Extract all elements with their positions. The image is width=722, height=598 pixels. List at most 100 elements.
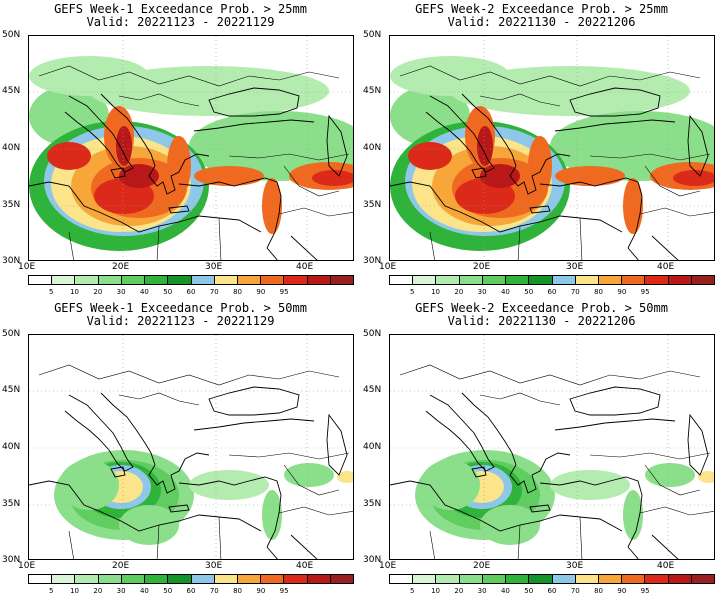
coastline [290,235,318,260]
graticule [390,335,714,559]
colorbar-segment [506,575,530,583]
country-borders [38,65,353,260]
colorbar-tick-label: 10 [70,587,80,595]
colorbar-tick-label: 30 [477,288,487,296]
colorbar-segment [668,575,692,583]
colorbar-segment [459,276,483,284]
latitude-label: 30N [363,256,382,266]
colorbar-segment [598,575,623,583]
longitude-label: 20E [112,262,130,272]
colorbar-tick-label: 40 [139,587,149,595]
colorbar-tick-label: 40 [139,288,149,296]
map-canvas [29,36,353,260]
colorbar-tick-label: 90 [256,587,266,595]
latitude-label: 50N [2,30,21,40]
colorbar-tick-label: 70 [570,587,580,595]
probability-contour [623,490,643,540]
latitude-label: 30N [2,555,21,565]
probability-contour [477,126,493,166]
probability-map [28,334,354,560]
country-border [118,93,200,107]
probability-contour [312,170,353,186]
colorbar-segment [261,276,285,284]
colorbar-tick-label: 40 [500,288,510,296]
colorbar-segment [145,276,169,284]
country-border [644,464,701,496]
latitude-label: 35N [2,499,21,509]
probability-contour [550,470,630,500]
probability-contour [528,136,552,196]
coastline [326,413,348,476]
colorbar-tick-label: 95 [279,288,289,296]
probability-contour [623,178,643,234]
country-border [283,165,340,197]
probability-map [28,35,354,261]
probability-contour [337,471,353,483]
colorbar-tick-label: 60 [547,587,557,595]
country-border [589,153,711,161]
colorbar-tick-label: 40 [500,587,510,595]
latitude-label: 40N [363,143,382,153]
country-border [644,165,701,197]
coastline [539,476,643,548]
coastline [290,534,318,559]
longitude-label: 30E [566,561,584,571]
colorbar-segment [529,276,553,284]
colorbar-tick-label: 95 [640,587,650,595]
longitude-label: 30E [205,262,223,272]
probability-contour [116,126,132,166]
graticule [390,36,714,260]
colorbar-segment [575,575,599,583]
colorbar-segment [390,276,414,284]
latitude-label: 35N [363,200,382,210]
country-border [218,516,222,559]
longitude-label: 20E [473,561,491,571]
colorbar-segment [330,276,354,284]
latitude-label: 35N [363,499,382,509]
country-border [228,153,350,161]
coastline [627,247,639,260]
colorbar-segment [191,575,215,583]
panel-title: GEFS Week-1 Exceedance Prob. > 50mm [54,301,307,315]
colorbar-segment [75,575,99,583]
probability-contour [673,170,714,186]
coastline [64,394,134,472]
coastline [569,87,661,117]
colorbar-segment [552,276,576,284]
colorbar-segment [52,575,76,583]
coastline [627,546,639,559]
colorbar-segment [307,575,331,583]
latitude-label: 30N [2,256,21,266]
latitude-label: 40N [363,442,382,452]
coastline [425,95,495,173]
coastline [266,546,278,559]
forecast-panel: GEFS Week-2 Exceedance Prob. > 50mm Vali… [361,299,722,598]
colorbar-tick-label: 70 [570,288,580,296]
colorbar-segment [168,276,192,284]
colorbar-segment [98,276,122,284]
colorbar-segment [29,575,53,583]
latitude-label: 50N [2,329,21,339]
colorbar-tick-label: 50 [163,288,173,296]
colorbar-segment [459,575,483,583]
country-border [639,207,714,217]
country-border [589,452,711,460]
country-border [579,217,583,260]
country-border [278,506,353,516]
country-border [283,464,340,496]
country-border [156,524,160,559]
probability-contour [408,142,452,170]
coastline [208,386,300,416]
longitude-label: 30E [566,262,584,272]
country-border [228,452,350,460]
country-border [579,516,583,559]
panel-title: GEFS Week-2 Exceedance Prob. > 25mm [415,2,668,16]
country-borders [399,364,714,559]
colorbar-segment [214,276,238,284]
colorbar-segment [29,276,53,284]
probability-contour [698,471,714,483]
longitude-label: 10E [379,561,397,571]
probability-map [389,334,715,560]
colorbar-tick-label: 10 [431,288,441,296]
colorbar-tick-label: 30 [116,587,126,595]
